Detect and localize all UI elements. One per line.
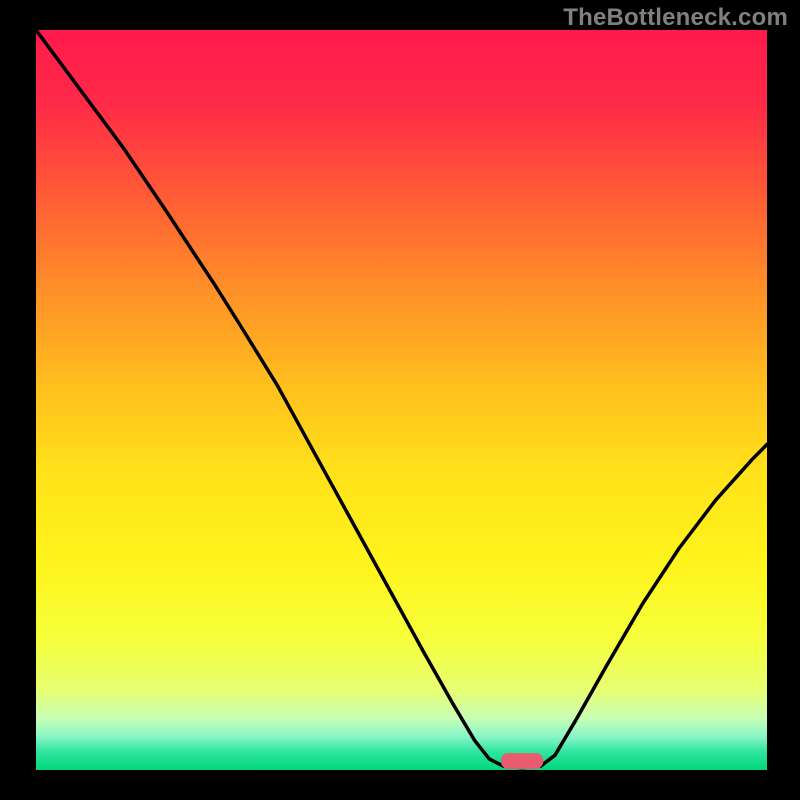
plot-area <box>36 30 767 770</box>
optimum-marker <box>501 753 543 769</box>
optimum-marker-pill <box>501 753 543 769</box>
curve-path <box>36 30 767 768</box>
stage: TheBottleneck.com <box>0 0 800 800</box>
bottleneck-curve <box>36 30 767 770</box>
watermark-text: TheBottleneck.com <box>563 4 788 32</box>
